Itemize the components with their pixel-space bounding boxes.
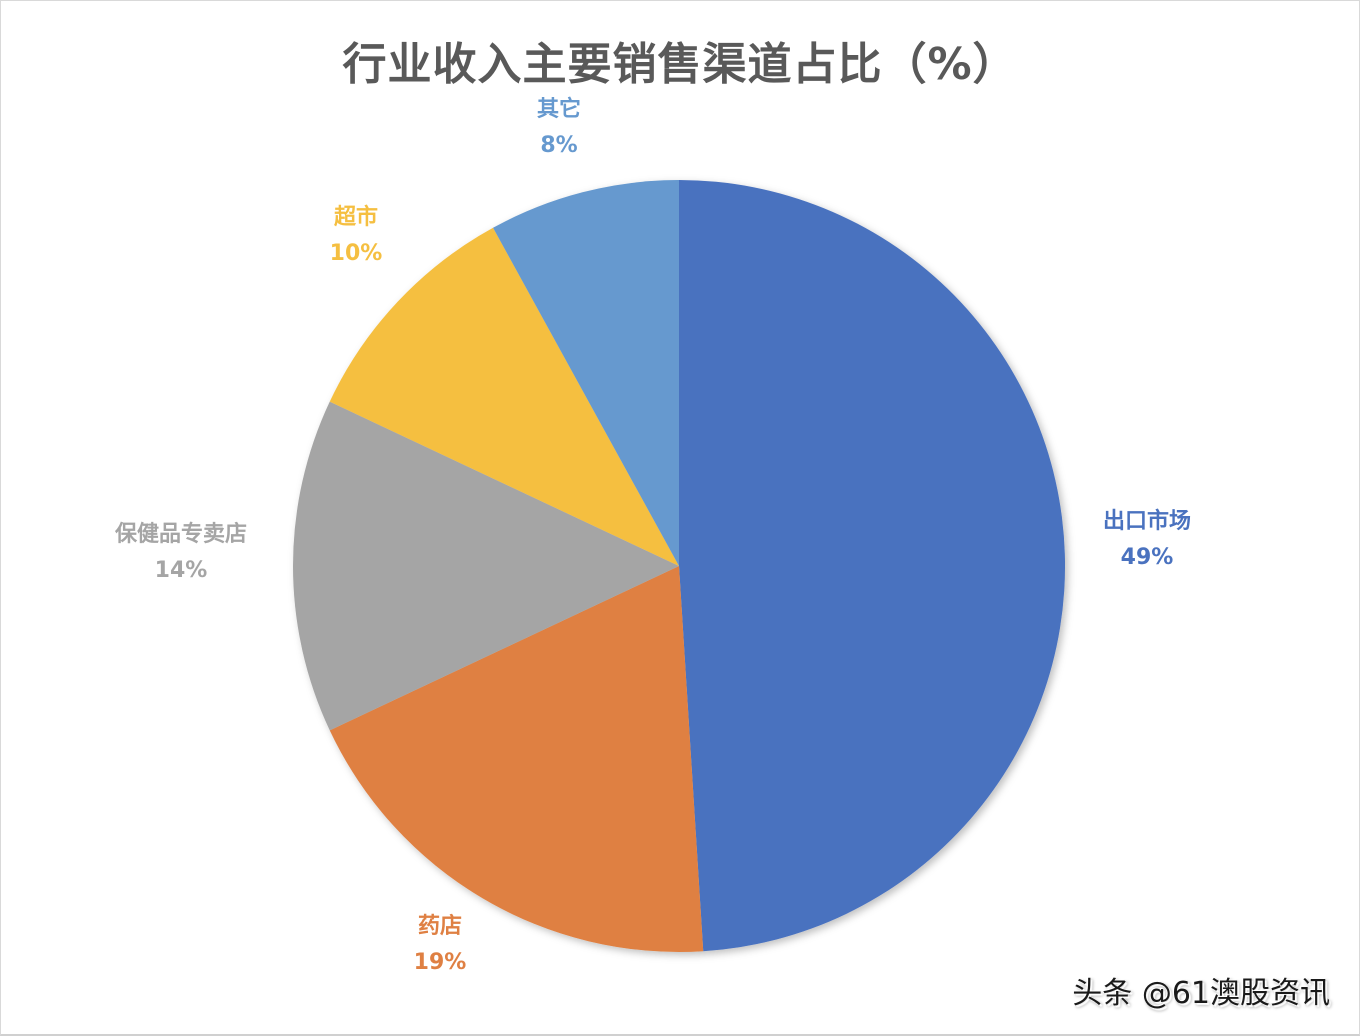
data-label-percent: 8%: [540, 133, 578, 158]
pie-slice-2: [329, 566, 704, 953]
data-label: 超市 10%: [330, 200, 383, 272]
data-label-percent: 19%: [413, 950, 467, 975]
data-label: 药店 19%: [414, 909, 467, 981]
pie-slice-3: [293, 401, 679, 731]
data-label-category: 保健品专卖店: [114, 522, 248, 547]
data-label-percent: 49%: [1120, 545, 1174, 570]
pie-slices: [293, 180, 1066, 953]
pie-slice-4: [329, 227, 679, 566]
data-label: 保健品专卖店 14%: [115, 517, 247, 589]
data-label-percent: 10%: [329, 241, 383, 266]
data-label-category: 超市: [333, 205, 379, 230]
pie-slice-1: [679, 180, 1066, 952]
data-label: 其它 8%: [537, 92, 581, 164]
watermark: 头条 @61澳股资讯: [1072, 976, 1330, 1011]
chart-title: 行业收入主要销售渠道占比（%）: [342, 39, 1018, 90]
data-label-category: 药店: [417, 914, 463, 939]
data-label-category: 其它: [536, 97, 582, 122]
data-label-percent: 14%: [154, 558, 208, 583]
data-label: 出口市场 49%: [1103, 504, 1191, 576]
pie-slice-5: [493, 180, 679, 566]
data-label-category: 出口市场: [1102, 509, 1192, 534]
